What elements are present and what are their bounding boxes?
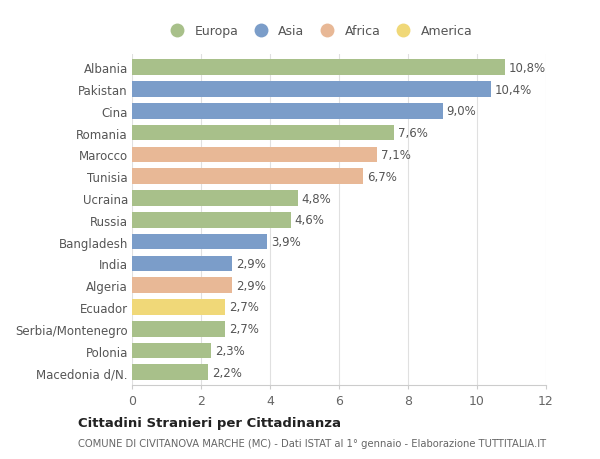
Text: 2,3%: 2,3% [215, 344, 245, 357]
Bar [132, 213, 290, 228]
Text: 2,7%: 2,7% [229, 301, 259, 314]
Bar [132, 365, 208, 381]
Text: 6,7%: 6,7% [367, 170, 397, 183]
Text: 4,8%: 4,8% [302, 192, 331, 205]
Legend: Europa, Asia, Africa, America: Europa, Asia, Africa, America [164, 25, 472, 38]
Text: 10,4%: 10,4% [495, 84, 532, 96]
Bar [132, 82, 491, 98]
Bar [132, 321, 225, 337]
Text: Cittadini Stranieri per Cittadinanza: Cittadini Stranieri per Cittadinanza [78, 416, 341, 429]
Text: 7,1%: 7,1% [381, 149, 411, 162]
Bar [132, 147, 377, 163]
Text: 2,9%: 2,9% [236, 279, 266, 292]
Text: 7,6%: 7,6% [398, 127, 428, 140]
Bar [132, 343, 211, 358]
Bar [132, 191, 298, 207]
Text: 2,7%: 2,7% [229, 323, 259, 336]
Bar [132, 104, 443, 119]
Text: 3,9%: 3,9% [271, 235, 301, 248]
Text: 10,8%: 10,8% [509, 62, 546, 75]
Bar [132, 299, 225, 315]
Text: 4,6%: 4,6% [295, 214, 325, 227]
Bar [132, 234, 266, 250]
Text: 2,2%: 2,2% [212, 366, 242, 379]
Bar [132, 169, 363, 185]
Text: COMUNE DI CIVITANOVA MARCHE (MC) - Dati ISTAT al 1° gennaio - Elaborazione TUTTI: COMUNE DI CIVITANOVA MARCHE (MC) - Dati … [78, 438, 546, 448]
Bar [132, 125, 394, 141]
Bar [132, 278, 232, 293]
Bar [132, 256, 232, 272]
Text: 2,9%: 2,9% [236, 257, 266, 270]
Text: 9,0%: 9,0% [446, 105, 476, 118]
Bar [132, 60, 505, 76]
